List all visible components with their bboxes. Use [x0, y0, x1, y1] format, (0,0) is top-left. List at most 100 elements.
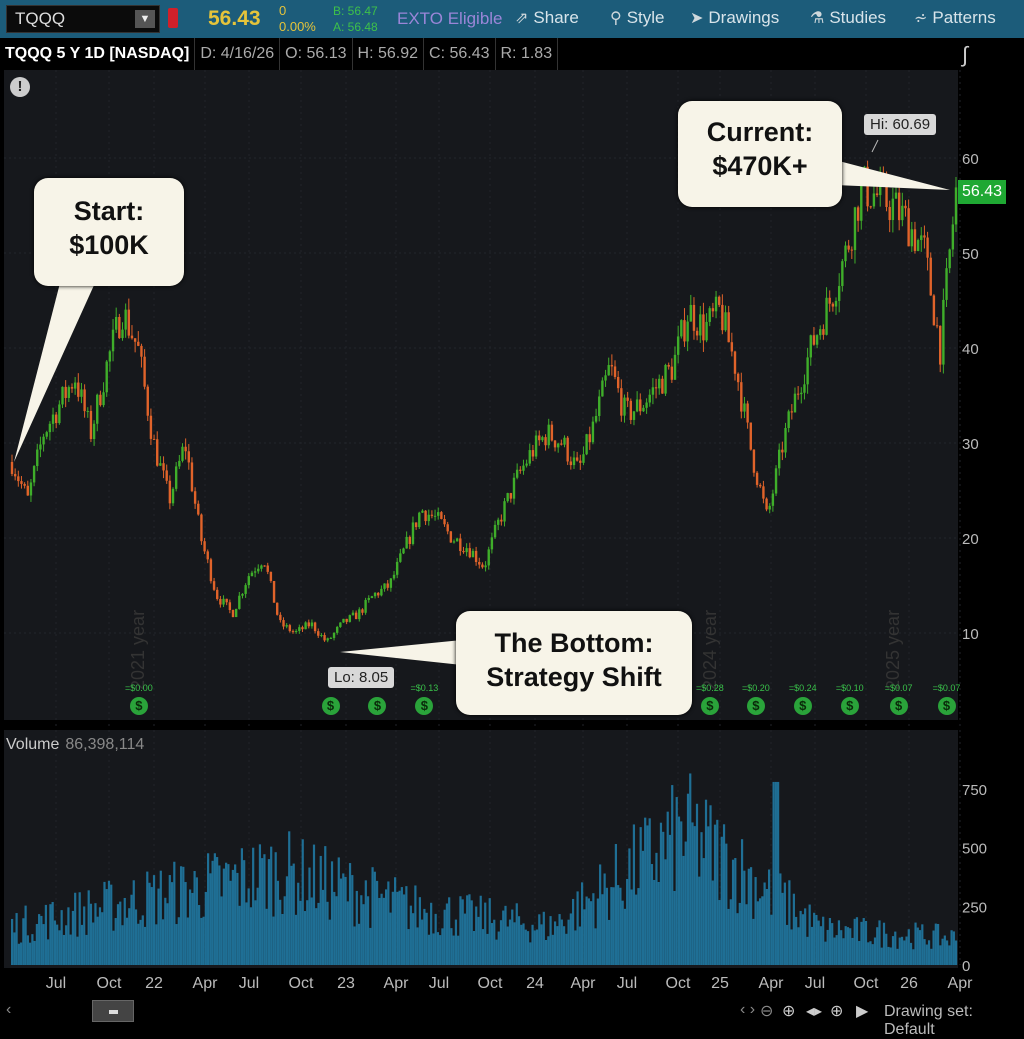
- dividend-icon[interactable]: $: [415, 697, 434, 715]
- volume-bar: [457, 935, 460, 965]
- x-tick-label: Jul: [617, 975, 637, 992]
- candle: [272, 580, 276, 603]
- volume-bar: [797, 927, 800, 965]
- candle: [70, 387, 74, 389]
- zoom-out-icon[interactable]: ⊖: [760, 1003, 774, 1020]
- candle: [796, 393, 800, 395]
- drawings-button[interactable]: ➤ Drawings: [690, 8, 779, 28]
- pan-left-icon[interactable]: ‹ ›: [740, 1001, 756, 1018]
- volume-bar: [603, 873, 606, 965]
- volume-bar: [675, 797, 678, 965]
- style-button[interactable]: ⚲ Style: [610, 8, 665, 28]
- x-tick-label: Jul: [239, 975, 259, 992]
- candle: [228, 602, 232, 611]
- candle: [736, 373, 740, 383]
- volume-bar: [412, 913, 415, 965]
- candle: [323, 635, 326, 641]
- volume-bar: [882, 922, 886, 965]
- volume-bar: [612, 887, 615, 965]
- share-label: Share: [533, 8, 579, 27]
- volume-bar: [833, 937, 836, 965]
- patterns-button[interactable]: ⩫ Patterns: [914, 8, 996, 28]
- dividend-icon[interactable]: $: [321, 697, 340, 715]
- volume-bar: [716, 819, 719, 965]
- price-tick-label: 60: [962, 151, 979, 168]
- volume-bar: [869, 941, 872, 965]
- dividend-icon[interactable]: $: [889, 697, 908, 715]
- dividend-icon[interactable]: $: [368, 697, 387, 715]
- volume-bar: [283, 896, 286, 965]
- symbol-selector[interactable]: TQQQ ▼: [6, 5, 160, 33]
- candle: [452, 541, 456, 543]
- candle: [178, 460, 181, 467]
- drawing-set[interactable]: Drawing set: Default: [884, 1003, 973, 1038]
- volume-bar: [348, 863, 352, 965]
- volume-bar: [695, 803, 699, 965]
- candle: [639, 399, 642, 412]
- candle: [269, 571, 273, 581]
- volume-bar: [188, 889, 192, 965]
- volume-bar: [152, 875, 156, 965]
- dividend-icon[interactable]: $: [129, 697, 148, 715]
- dividend-icon[interactable]: $: [840, 697, 859, 715]
- fit-icon[interactable]: ◂▸: [806, 1003, 823, 1020]
- candle: [755, 472, 759, 485]
- volume-bar: [87, 890, 90, 965]
- volume-bar: [116, 904, 120, 965]
- alert-flag-icon[interactable]: [168, 8, 178, 28]
- scroll-left-icon[interactable]: ‹: [6, 1001, 12, 1018]
- candle: [613, 366, 617, 377]
- volume-bar: [601, 894, 604, 965]
- volume-bar: [445, 903, 449, 965]
- volume-bar: [353, 926, 356, 965]
- candle: [860, 178, 863, 221]
- chevron-down-icon[interactable]: ▼: [135, 10, 155, 28]
- scrollbar-thumb[interactable]: [92, 1000, 134, 1022]
- volume-bar: [130, 894, 133, 965]
- volume-bar: [463, 913, 467, 965]
- crosshair-icon[interactable]: ⊕: [830, 1003, 844, 1020]
- dividend-icon[interactable]: $: [937, 697, 956, 715]
- candle: [645, 402, 648, 408]
- dividend-icon[interactable]: $: [700, 697, 719, 715]
- volume-bar: [617, 885, 620, 965]
- x-tick-label: 23: [337, 975, 355, 992]
- volume-bar: [828, 918, 832, 965]
- candle: [815, 335, 819, 345]
- volume-bar: [186, 917, 189, 965]
- volume-bar: [220, 896, 223, 965]
- volume-bar: [432, 933, 435, 965]
- share-button[interactable]: ⇗ Share: [515, 8, 579, 28]
- volume-bar: [948, 945, 951, 965]
- exto-eligible[interactable]: EXTO Eligible: [397, 9, 503, 28]
- volume-bar: [686, 793, 690, 965]
- studies-button[interactable]: ⚗ Studies: [810, 8, 886, 28]
- warning-icon[interactable]: !: [10, 77, 30, 97]
- chart-style-icon[interactable]: ∫: [962, 42, 969, 67]
- volume-bar: [486, 933, 489, 965]
- volume-bar: [26, 935, 29, 965]
- dividend-label: =$0.13: [410, 683, 439, 693]
- bid-ask: B: 56.47 A: 56.48: [333, 3, 378, 35]
- candle: [497, 519, 500, 525]
- dividend-icon[interactable]: $: [793, 697, 812, 715]
- volume-bar: [315, 908, 318, 965]
- expand-icon[interactable]: ▶: [856, 1003, 869, 1020]
- candle: [92, 423, 96, 440]
- x-tick-label: 22: [145, 975, 163, 992]
- candle: [159, 463, 162, 466]
- dividend-icon[interactable]: $: [746, 697, 765, 715]
- volume-bar: [423, 908, 426, 965]
- candle: [642, 407, 645, 412]
- volume-bar: [134, 909, 138, 965]
- volume-bar: [258, 844, 262, 965]
- candle: [790, 411, 794, 413]
- volume-bar: [817, 920, 820, 965]
- candle: [149, 415, 153, 439]
- zoom-in-icon[interactable]: ⊕: [782, 1003, 796, 1020]
- volume-bar: [677, 816, 681, 965]
- volume-bar: [418, 897, 421, 965]
- candle: [525, 463, 528, 466]
- candle: [317, 631, 320, 636]
- volume-bar: [40, 915, 43, 965]
